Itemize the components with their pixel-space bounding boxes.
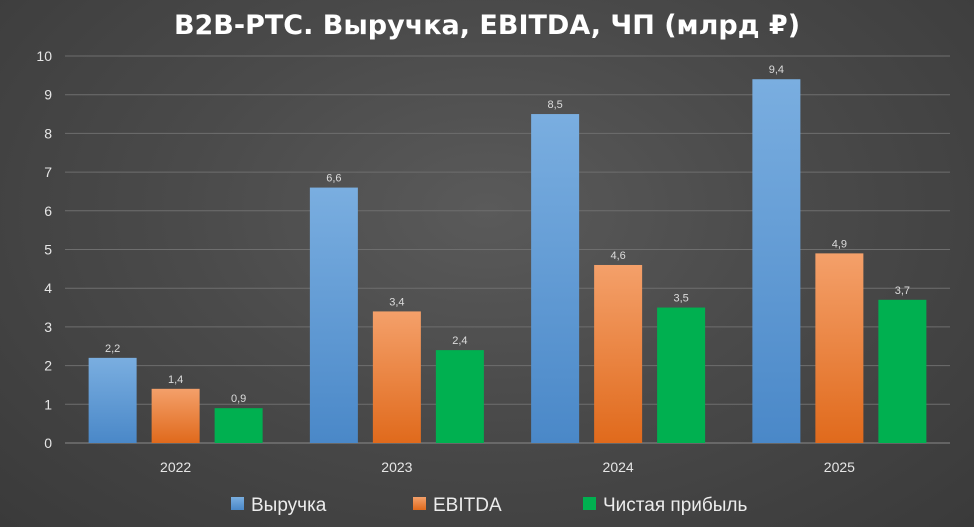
data-label: 3,7: [895, 285, 910, 297]
y-tick-label: 9: [44, 87, 52, 103]
data-label: 3,5: [673, 293, 688, 305]
x-category-label: 2022: [160, 459, 191, 475]
data-labels: 2,2 1,4 0,9 6,6 3,4 2,4 8,5 4,6 3,5 9,4 4,9 3,7: [105, 64, 910, 405]
bar-ebitda-2024: [594, 264, 643, 443]
bar-чистая-прибыль-2025: [878, 299, 927, 443]
legend-marker: [583, 497, 596, 510]
y-tick-label: 10: [36, 48, 52, 64]
y-tick-label: 5: [44, 242, 52, 258]
y-axis-ticks: 0 1 2 3 4 5 6 7 8 9 10: [36, 48, 52, 451]
y-tick-label: 8: [44, 125, 52, 141]
y-tick-label: 1: [44, 396, 52, 412]
bar-чистая-прибыль-2024: [657, 307, 706, 443]
bar-чистая-прибыль-2022: [214, 408, 263, 443]
data-label: 1,4: [168, 374, 183, 386]
x-category-label: 2023: [381, 459, 412, 475]
data-label: 3,4: [389, 296, 404, 308]
bar-выручка-2025: [752, 79, 801, 443]
y-tick-label: 0: [44, 435, 52, 451]
data-label: 4,6: [610, 250, 625, 262]
bar-выручка-2022: [88, 357, 137, 443]
data-label: 2,2: [105, 343, 120, 355]
legend-label: Выручка: [251, 495, 327, 516]
bar-ebitda-2023: [372, 311, 421, 443]
bar-чистая-прибыль-2023: [435, 350, 484, 443]
bar-выручка-2024: [531, 114, 580, 444]
chart-title: B2B-РТС. Выручка, EBITDA, ЧП (млрд ₽): [174, 10, 800, 41]
y-tick-label: 2: [44, 358, 52, 374]
legend-marker: [231, 497, 244, 510]
x-category-label: 2024: [603, 459, 634, 475]
data-label: 4,9: [832, 238, 847, 250]
legend-label: Чистая прибыль: [603, 495, 747, 516]
bar-ebitda-2025: [815, 253, 864, 443]
legend-marker: [413, 497, 426, 510]
x-category-label: 2025: [824, 459, 855, 475]
data-label: 0,9: [231, 393, 246, 405]
data-label: 6,6: [326, 173, 341, 185]
bar-выручка-2023: [309, 187, 358, 443]
data-label: 2,4: [452, 335, 467, 347]
y-tick-label: 7: [44, 164, 52, 180]
gridlines: [65, 55, 950, 444]
y-tick-label: 3: [44, 319, 52, 335]
y-tick-label: 6: [44, 203, 52, 219]
data-label: 8,5: [547, 99, 562, 111]
y-tick-label: 4: [44, 280, 52, 296]
data-label: 9,4: [769, 64, 784, 76]
legend: Выручка EBITDA Чистая прибыль: [231, 495, 747, 516]
x-axis-categories: 2022 2023 2024 2025: [160, 459, 855, 475]
bar-ebitda-2022: [151, 388, 200, 443]
legend-label: EBITDA: [433, 495, 502, 516]
bars: [88, 79, 927, 444]
